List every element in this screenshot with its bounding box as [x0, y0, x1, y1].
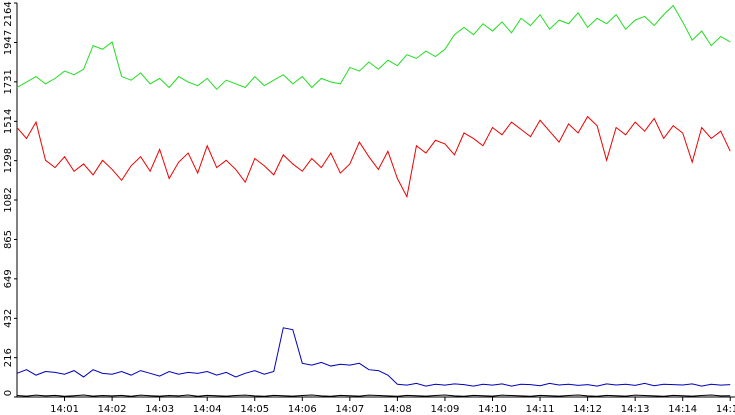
series-line — [16, 394, 731, 397]
x-tick-label: 14:04 — [193, 404, 222, 415]
y-tick-label: 649 — [3, 269, 14, 288]
x-tick-label: 14:09 — [431, 404, 460, 415]
x-tick-label: 14:03 — [145, 404, 174, 415]
y-tick-label: 216 — [3, 348, 14, 367]
y-tick-label: 1947 — [3, 30, 14, 55]
series-line — [16, 4, 731, 91]
x-tick-label: 14:01 — [50, 404, 79, 415]
y-tick-label: 2164 — [3, 1, 14, 26]
y-tick-label: 432 — [3, 309, 14, 328]
y-tick-label: 865 — [3, 230, 14, 249]
y-tick-label: 1298 — [3, 148, 14, 173]
x-tick-label: 14:06 — [288, 404, 317, 415]
series-line — [16, 327, 731, 387]
x-tick-label: 14:15 — [716, 404, 735, 415]
x-tick-label: 14:07 — [335, 404, 364, 415]
x-tick-label: 14:02 — [98, 404, 127, 415]
x-tick-label: 14:11 — [526, 404, 555, 415]
y-tick-label: 1514 — [3, 109, 14, 134]
x-tick-label: 14:14 — [668, 404, 697, 415]
x-tick-label: 14:10 — [478, 404, 507, 415]
x-tick-label: 14:08 — [383, 404, 412, 415]
y-tick-label: 0 — [3, 390, 14, 396]
y-tick-label: 1082 — [3, 187, 14, 212]
x-tick-label: 14:13 — [621, 404, 650, 415]
series-line — [16, 115, 731, 199]
x-tick-label: 14:05 — [240, 404, 269, 415]
x-tick-label: 14:12 — [573, 404, 602, 415]
y-tick-label: 1731 — [3, 69, 14, 94]
